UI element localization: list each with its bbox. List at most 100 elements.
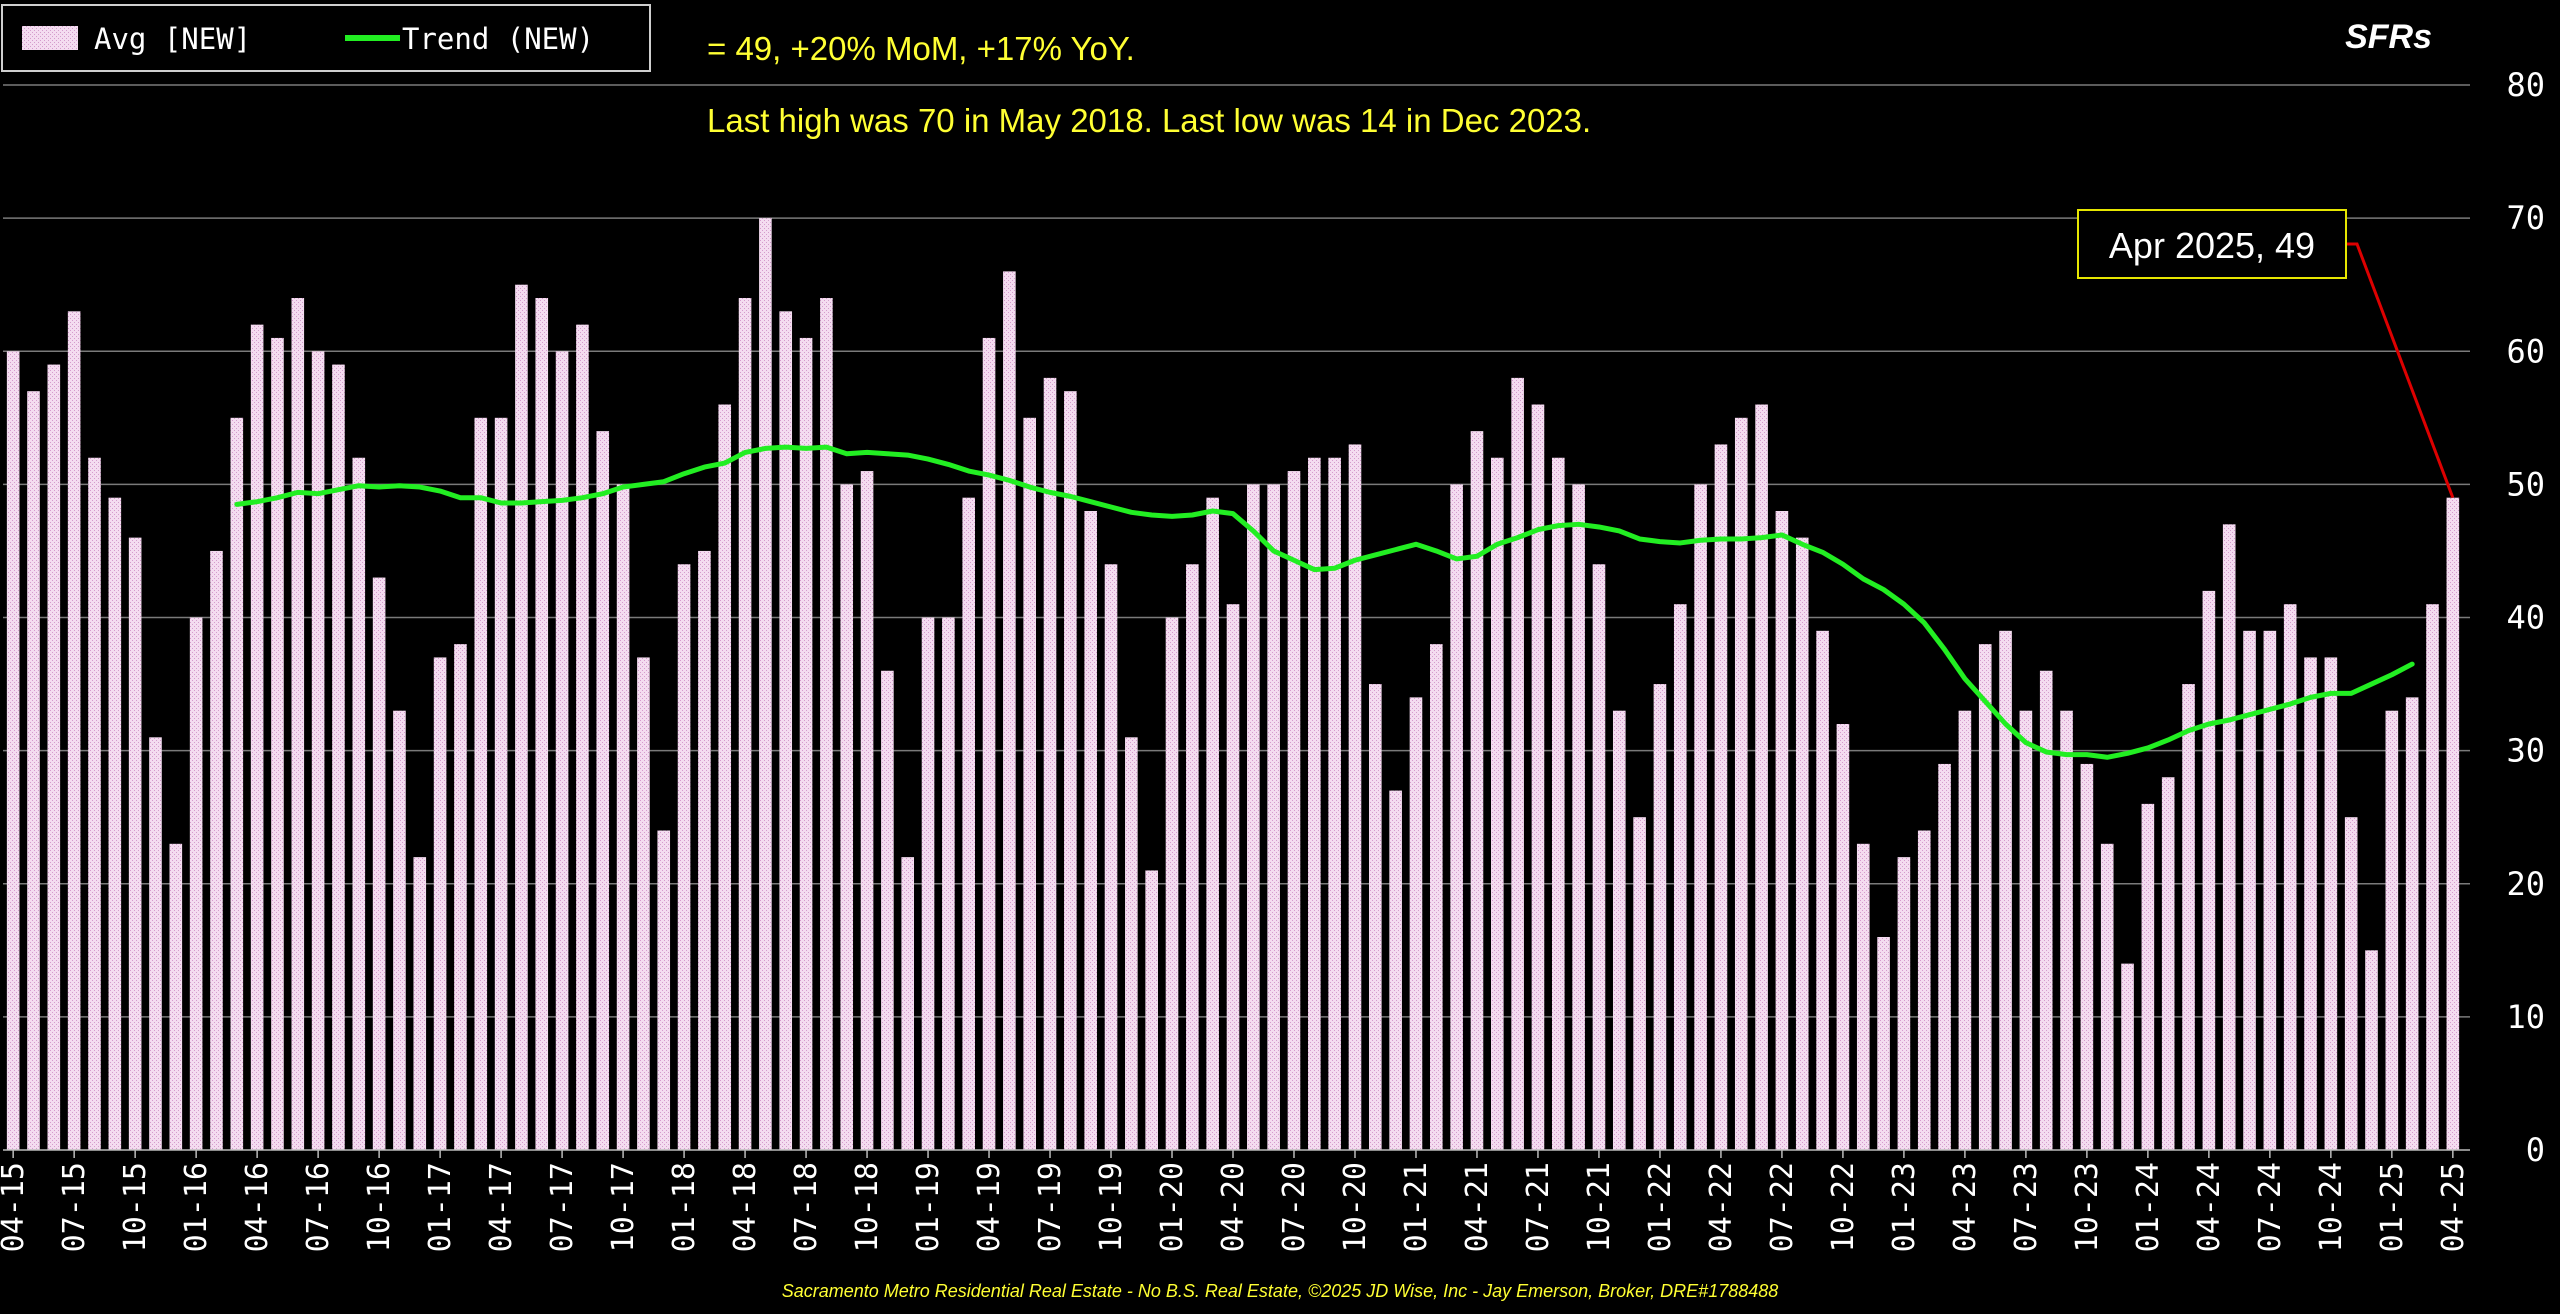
bar [1714, 444, 1728, 1150]
x-tick-label: 04-18 [728, 1162, 763, 1252]
bar [311, 351, 325, 1150]
bar [1531, 404, 1545, 1150]
bar [698, 550, 711, 1150]
bar [27, 391, 40, 1150]
bar [1999, 630, 2012, 1150]
bar [881, 670, 894, 1150]
x-tick-label: 07-18 [789, 1162, 824, 1252]
bar [2100, 843, 2114, 1150]
avg-bars [6, 218, 2460, 1151]
x-tick-label: 07-15 [57, 1162, 92, 1252]
bar [2324, 657, 2338, 1150]
bar [108, 497, 122, 1150]
bar [1755, 404, 1768, 1150]
legend: Avg [NEW] Trend (NEW) [1, 4, 651, 72]
x-tick-label: 01-23 [1887, 1162, 1922, 1252]
x-tick-label: 01-21 [1399, 1162, 1434, 1252]
bar [271, 337, 284, 1150]
bar [2161, 777, 2175, 1150]
y-tick-label: 50 [2506, 465, 2545, 503]
bar [2263, 630, 2277, 1150]
bar [2283, 604, 2297, 1150]
x-tick-label: 04-15 [0, 1162, 31, 1252]
bar [1206, 497, 1219, 1150]
bar [1247, 484, 1260, 1151]
bar [6, 351, 20, 1150]
x-tick-label: 04-19 [972, 1162, 1007, 1252]
bar [1023, 417, 1036, 1150]
bar [1104, 564, 1118, 1150]
x-tick-label: 10-21 [1582, 1162, 1617, 1252]
bar [47, 364, 61, 1150]
bar [2080, 763, 2094, 1150]
bar [2202, 590, 2216, 1151]
bar [88, 457, 101, 1150]
corner-label: SFRs [2345, 18, 2432, 56]
x-tick-label: 07-20 [1277, 1162, 1312, 1252]
x-tick-label: 04-21 [1460, 1162, 1495, 1252]
x-tick-label: 07-17 [545, 1162, 580, 1252]
x-tick-label: 07-21 [1521, 1162, 1556, 1252]
bar [596, 431, 610, 1151]
legend-label-avg: Avg [NEW] [94, 22, 251, 56]
bar [1470, 431, 1484, 1151]
bar [1043, 377, 1057, 1151]
bar [820, 298, 833, 1150]
x-tick-label: 10-22 [1826, 1162, 1861, 1252]
x-tick-label: 01-18 [667, 1162, 702, 1252]
bar [2304, 657, 2317, 1150]
bar [1287, 471, 1301, 1150]
bar [1734, 417, 1748, 1150]
bar [1328, 457, 1341, 1150]
y-tick-label: 40 [2506, 599, 2545, 637]
x-tick-label: 01-24 [2131, 1162, 2166, 1252]
bar [535, 298, 549, 1150]
trend-line-group [234, 444, 2415, 760]
y-axis: 0 10 20 30 40 50 60 70 80 [2506, 66, 2545, 1169]
x-axis: 04-15 07-15 10-15 01-16 04-16 07-16 10-16 01-17… [0, 1149, 2471, 1252]
bar [1003, 271, 1016, 1151]
bar [1430, 644, 1443, 1151]
bar [657, 830, 671, 1150]
bar [799, 337, 813, 1150]
bar [1877, 937, 1890, 1150]
bar [515, 284, 528, 1150]
callout-text: Apr 2025, 49 [2109, 225, 2315, 266]
bar [555, 351, 569, 1150]
x-tick-label: 04-23 [1948, 1162, 1983, 1252]
x-tick-label: 04-24 [2192, 1162, 2227, 1252]
x-tick-label: 10-19 [1094, 1162, 1129, 1252]
x-tick-label: 10-17 [606, 1162, 641, 1252]
bar [1897, 857, 1911, 1151]
bar [982, 337, 996, 1150]
bar [2019, 710, 2033, 1150]
bar [616, 484, 630, 1151]
bar [1064, 391, 1077, 1150]
x-tick-label: 04-17 [484, 1162, 519, 1252]
bar [494, 417, 508, 1150]
bar [1958, 710, 1972, 1150]
bar [1551, 457, 1565, 1150]
x-tick-label: 04-16 [240, 1162, 275, 1252]
bar [2121, 963, 2134, 1151]
bar [372, 577, 386, 1150]
bar [840, 484, 854, 1151]
x-tick-label: 10-16 [362, 1162, 397, 1252]
x-tick-label: 01-22 [1643, 1162, 1678, 1252]
high-low-line: Last high was 70 in May 2018. Last low w… [707, 102, 1591, 139]
trend-line [234, 444, 2415, 760]
bar [1165, 617, 1179, 1150]
bar [1572, 484, 1585, 1151]
bar [474, 417, 488, 1150]
bar [2426, 604, 2439, 1150]
x-tick-label: 01-20 [1155, 1162, 1190, 1252]
bar [2222, 524, 2236, 1150]
bar [1450, 484, 1463, 1151]
x-tick-label: 01-16 [179, 1162, 214, 1252]
bar [1816, 630, 1829, 1150]
x-tick-label: 01-25 [2375, 1162, 2410, 1252]
bar [413, 857, 427, 1151]
bar [1145, 870, 1158, 1150]
bar [433, 657, 447, 1150]
bar [1694, 484, 1707, 1151]
